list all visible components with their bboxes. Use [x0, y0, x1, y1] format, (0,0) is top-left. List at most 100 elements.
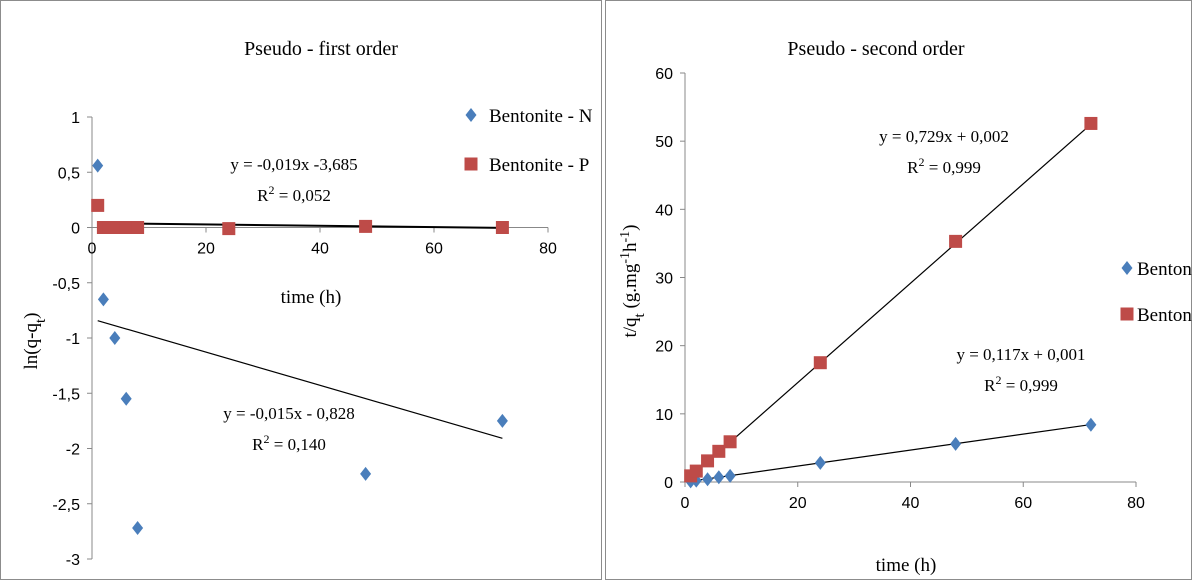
- data-point: [724, 468, 736, 483]
- r2-sup: 2: [919, 155, 925, 169]
- data-point: [92, 158, 104, 173]
- data-point: [119, 221, 133, 234]
- y-axis-label-sub: t: [632, 312, 648, 317]
- trendline-r2: R2 = 0,999: [907, 155, 981, 177]
- y-tick-label: 10: [655, 407, 673, 424]
- y-tick-label: -3: [66, 552, 80, 569]
- chart-title: Pseudo - first order: [244, 38, 398, 60]
- data-point: [813, 356, 827, 370]
- y-axis-label-close: ): [21, 313, 42, 319]
- y-tick-label: 60: [655, 66, 673, 83]
- data-point: [702, 472, 714, 487]
- x-tick-label: 60: [425, 241, 443, 258]
- trendline-r2: R2 = 0,999: [984, 373, 1058, 395]
- y-tick-label: 0: [71, 221, 80, 238]
- y-tick-label: 1: [71, 110, 80, 127]
- data-point: [950, 436, 962, 451]
- trendline-bentonite-p: [97, 222, 503, 229]
- legend-label-bentonite-n: Bentonite - N: [489, 106, 593, 127]
- series-bentonite-p: [91, 198, 509, 236]
- data-point: [91, 198, 105, 212]
- y-tick-label: 30: [655, 271, 673, 288]
- x-tick-label: 80: [539, 241, 557, 258]
- data-point: [689, 464, 703, 478]
- x-axis-label: time (h): [876, 555, 937, 576]
- trendline-equation: y = 0,729x + 0,002: [879, 127, 1009, 146]
- r2-value: = 0,140: [270, 435, 326, 454]
- data-point: [495, 221, 509, 234]
- legend-label-bentonite-p: Bentonite - P: [1137, 305, 1192, 326]
- x-tick-label: 20: [789, 495, 807, 512]
- data-point: [109, 331, 121, 345]
- y-tick-label: 0,5: [58, 165, 80, 182]
- chart-second-order: Pseudo - second order 0 10 20 30 40 50 60 0 20 40 6…: [618, 38, 1192, 576]
- data-point: [1084, 116, 1098, 130]
- legend-marker-bentonite-p: [464, 157, 478, 171]
- legend-marker-bentonite-n: [1121, 261, 1133, 275]
- chart-first-order: Pseudo - first order-3-2,5-2-1,5-1-0,500…: [21, 38, 593, 569]
- x-tick-label: 60: [1014, 495, 1032, 512]
- y-axis-label-sup: -1: [618, 231, 633, 243]
- data-point: [222, 222, 236, 236]
- r2-label: R: [257, 186, 269, 205]
- r2-label: R: [984, 376, 996, 395]
- data-point: [496, 413, 508, 428]
- legend-marker-bentonite-n: [465, 108, 477, 122]
- data-point: [814, 455, 826, 470]
- series-bentonite-n: [92, 158, 508, 536]
- legend-label-bentonite-n: Bentonite - N: [1137, 259, 1192, 280]
- r2-label: R: [252, 435, 264, 454]
- data-point: [359, 219, 373, 233]
- trendline-equation: y = -0,015x - 0,828: [223, 404, 354, 423]
- x-tick-label: 40: [311, 241, 329, 258]
- y-tick-label: -0,5: [52, 276, 80, 293]
- legend-label-bentonite-p: Bentonite - P: [489, 155, 589, 176]
- data-point: [97, 292, 109, 307]
- r2-value: = 0,999: [925, 158, 981, 177]
- trendline-equation: y = -0,019x -3,685: [230, 155, 357, 174]
- data-point: [701, 454, 715, 468]
- trendline-bentonite-p: [690, 123, 1092, 478]
- legend-marker-bentonite-p: [1120, 307, 1134, 321]
- series-bentonite-p: [684, 116, 1098, 483]
- chart-panel-second-order: Pseudo - second order 0 10 20 30 40 50 60 0 20 40 6…: [605, 0, 1192, 580]
- x-tick-label: 0: [88, 241, 97, 258]
- r2-sup: 2: [269, 183, 275, 197]
- trendline-equation: y = 0,117x + 0,001: [956, 345, 1085, 364]
- x-tick-label: 40: [902, 495, 920, 512]
- y-axis-label-sub: t: [33, 318, 49, 323]
- y-tick-label: 0: [664, 475, 673, 492]
- y-axis-label-main: t/q: [620, 317, 641, 338]
- x-tick-label: 20: [197, 241, 215, 258]
- x-tick-label: 0: [681, 495, 690, 512]
- data-point: [360, 466, 372, 481]
- data-point: [132, 521, 144, 536]
- x-axis-label: time (h): [281, 287, 342, 308]
- trendline-bentonite-n: [97, 320, 503, 439]
- r2-value: = 0,052: [275, 186, 331, 205]
- trendline-r2: R2 = 0,140: [252, 432, 326, 454]
- chart-title: Pseudo - second order: [787, 38, 965, 60]
- y-axis-label: ln(q-qt): [21, 313, 49, 370]
- data-point: [712, 444, 726, 458]
- y-tick-label: -2: [66, 442, 80, 459]
- y-tick-label: -2,5: [52, 497, 80, 514]
- y-axis-label-main: ln(q-q: [21, 323, 42, 370]
- trendline-r2: R2 = 0,052: [257, 183, 331, 205]
- y-tick-label: 50: [655, 134, 673, 151]
- y-axis-label-units: (g.mg: [620, 263, 641, 313]
- data-point: [713, 470, 725, 485]
- r2-sup: 2: [264, 432, 270, 446]
- y-tick-label: 20: [655, 339, 673, 356]
- r2-label: R: [907, 158, 919, 177]
- y-tick-label: -1,5: [52, 386, 80, 403]
- data-point: [120, 391, 132, 406]
- y-tick-label: 40: [655, 202, 673, 219]
- r2-value: = 0,999: [1002, 376, 1058, 395]
- y-tick-label: -1: [66, 331, 80, 348]
- chart-panel-first-order: Pseudo - first order -3 -2,5 -2 -1,5 -1 -0,5 0 0…: [0, 0, 602, 580]
- y-axis-label-sup: -1: [618, 252, 633, 264]
- data-point: [723, 435, 737, 449]
- y-axis-label-units-h: h: [620, 242, 641, 252]
- x-tick-label: 80: [1127, 495, 1145, 512]
